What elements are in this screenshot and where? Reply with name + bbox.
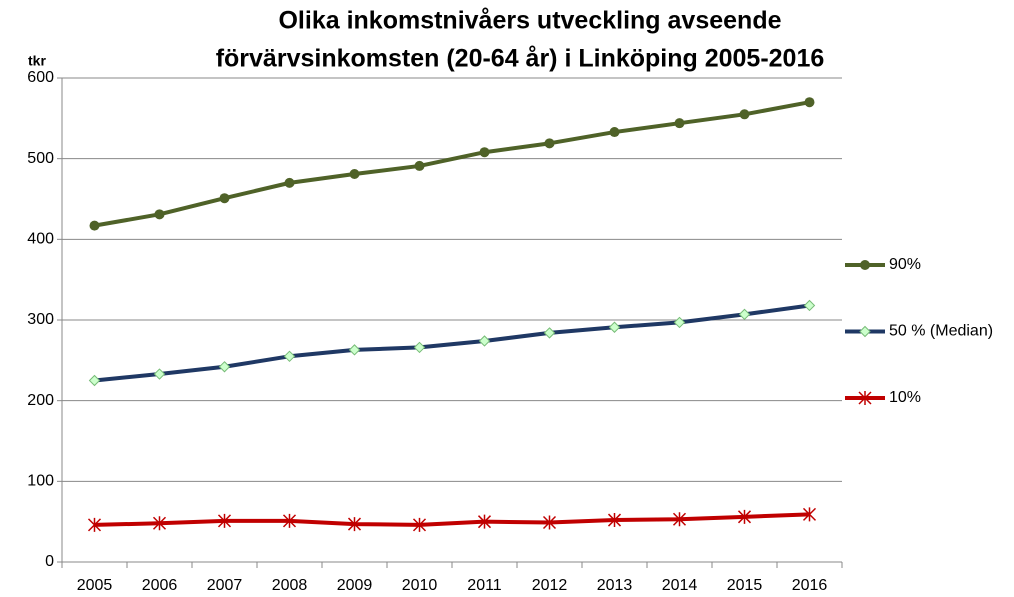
y-tick-label: 500 — [27, 150, 54, 167]
marker — [608, 321, 621, 333]
marker — [674, 118, 685, 129]
series-line — [94, 100, 810, 228]
marker — [804, 97, 815, 108]
x-tick-label: 2010 — [402, 577, 438, 594]
series-line — [94, 303, 810, 383]
marker — [478, 335, 491, 347]
marker — [282, 513, 297, 528]
x-tick-label: 2012 — [532, 577, 568, 594]
marker — [477, 514, 492, 529]
marker — [88, 374, 101, 387]
y-axis-label: tkr — [28, 53, 46, 69]
legend-label: 50 % (Median) — [889, 323, 993, 340]
y-tick-label: 0 — [45, 553, 54, 570]
x-tick-label: 2005 — [77, 577, 113, 594]
legend-label: 10% — [889, 389, 921, 406]
marker — [544, 138, 555, 149]
y-tick-label: 100 — [27, 473, 54, 490]
chart-title: förvärvsinkomsten (20-64 år) i Linköping… — [216, 45, 825, 73]
x-tick-label: 2007 — [207, 577, 243, 594]
marker — [412, 517, 427, 532]
x-tick-label: 2009 — [337, 577, 373, 594]
marker — [542, 515, 557, 530]
legend-marker — [859, 325, 871, 338]
marker — [89, 220, 100, 231]
marker — [609, 127, 620, 138]
marker — [543, 327, 556, 339]
marker — [217, 513, 232, 528]
y-tick-label: 300 — [27, 311, 54, 328]
marker — [219, 193, 230, 204]
marker — [802, 507, 817, 522]
marker — [673, 316, 686, 329]
marker — [607, 513, 622, 528]
x-tick-label: 2014 — [662, 577, 698, 594]
marker — [414, 160, 425, 171]
y-tick-label: 600 — [27, 69, 54, 86]
x-tick-label: 2015 — [727, 577, 763, 594]
legend-label: 90% — [889, 256, 921, 273]
y-tick-label: 200 — [27, 392, 54, 409]
marker — [87, 517, 102, 532]
marker — [479, 147, 490, 158]
marker — [349, 168, 360, 179]
legend-marker — [858, 391, 872, 405]
marker — [348, 344, 361, 356]
marker — [283, 350, 296, 363]
series-line — [94, 512, 810, 527]
x-tick-label: 2008 — [272, 577, 308, 594]
marker — [218, 361, 231, 373]
x-tick-label: 2016 — [792, 577, 828, 594]
marker — [154, 209, 165, 220]
marker — [739, 109, 750, 120]
marker — [738, 308, 751, 321]
marker — [347, 517, 362, 532]
x-tick-label: 2013 — [597, 577, 633, 594]
marker — [413, 341, 426, 354]
y-tick-label: 400 — [27, 231, 54, 248]
marker — [152, 516, 167, 531]
marker — [672, 512, 687, 527]
marker — [737, 509, 752, 524]
marker — [284, 177, 295, 188]
legend-marker — [860, 260, 870, 270]
chart-title: Olika inkomstnivåers utveckling avseende — [278, 7, 781, 35]
x-tick-label: 2006 — [142, 577, 178, 594]
x-tick-label: 2011 — [467, 577, 502, 594]
marker — [803, 299, 816, 312]
marker — [153, 368, 166, 380]
